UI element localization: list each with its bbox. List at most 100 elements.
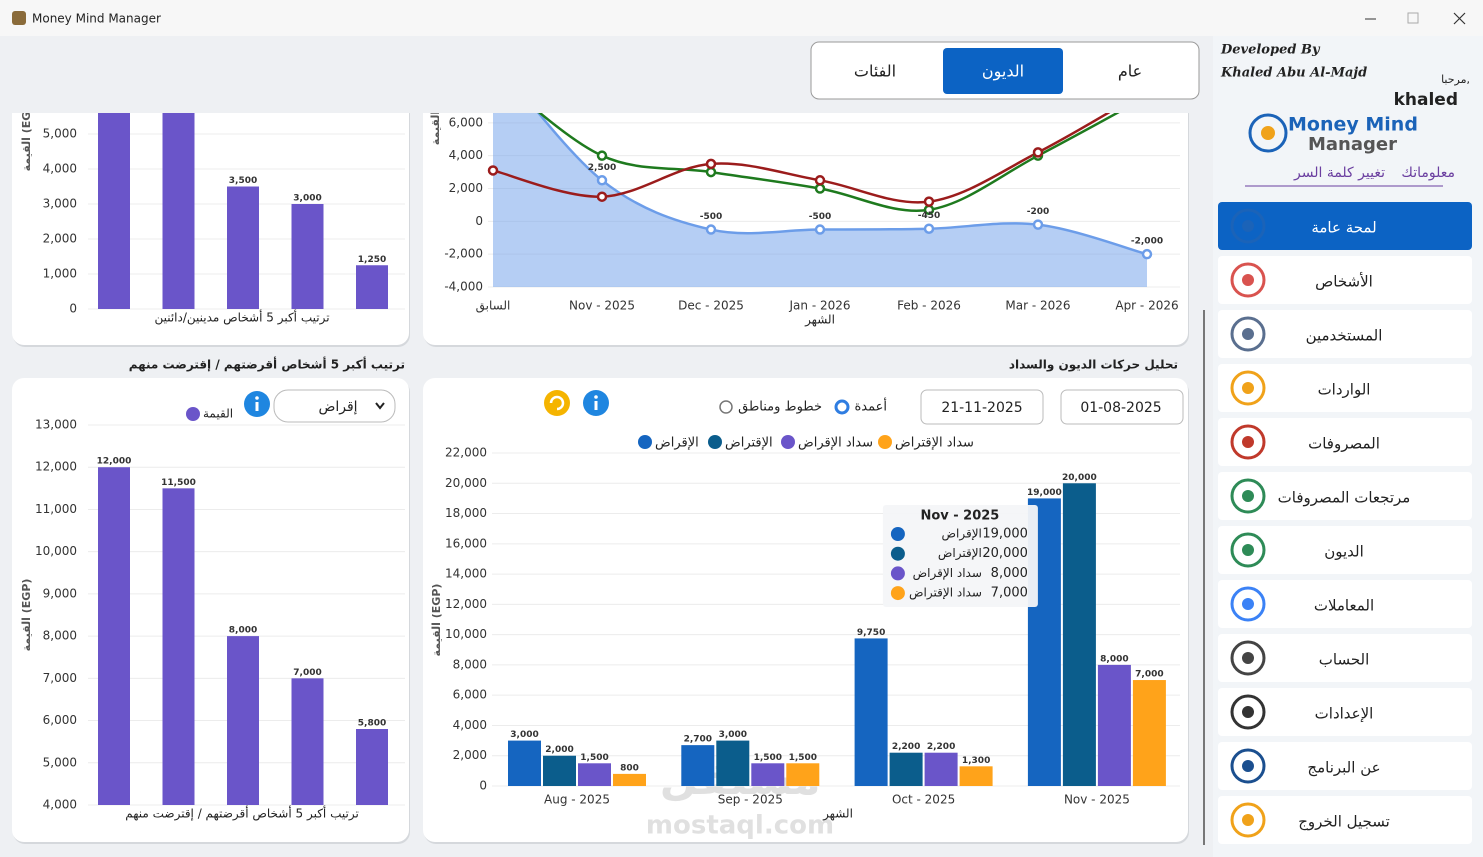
menu-item[interactable] [1218,310,1472,358]
menu-label[interactable]: المصروفات [1308,435,1380,453]
bar [508,740,541,786]
menu-item[interactable] [1218,418,1472,466]
tab[interactable]: الفئات [854,62,896,81]
menu-icon [1242,382,1254,394]
point [705,224,717,235]
dropdown[interactable] [273,389,396,423]
menu-label[interactable]: الواردات [1318,381,1371,399]
menu-label[interactable]: المعاملات [1314,597,1374,615]
date-picker[interactable] [1060,389,1184,425]
y-tick-label: 20,000 [445,476,487,490]
data-label: -200 [1027,207,1050,217]
menu-item[interactable] [1218,526,1472,574]
menu-item[interactable] [1218,580,1472,628]
window-title: Money Mind Manager [32,12,161,26]
data-label: 3,000 [719,730,747,740]
tooltip-value: 19,000 [982,527,1028,542]
menu-label[interactable]: الأشخاص [1315,272,1373,291]
x-tick-label: السابق [476,299,511,314]
legend-label: سداد الإقراض [798,436,873,451]
radio-label[interactable]: أعمدة [854,398,887,415]
app-icon [12,11,26,25]
menu-item[interactable] [1218,688,1472,736]
maximize[interactable] [1407,12,1419,24]
bar [613,773,646,786]
menu-label[interactable]: تسجيل الخروج [1298,813,1390,832]
y-tick-label: 5,000 [43,127,77,141]
radio[interactable] [719,400,733,414]
menu-icon [1230,640,1266,676]
data-label: 1,300 [962,756,990,766]
dropdown-value[interactable]: إقراض [318,399,357,415]
radio[interactable] [834,399,850,415]
dropdown-arrow [375,402,385,410]
menu-icon [1242,814,1254,826]
bar [924,752,958,786]
menu-item[interactable] [1218,796,1472,844]
tab[interactable]: عام [1118,62,1142,81]
bar [162,488,195,805]
menu-label[interactable]: مرتجعات المصروفات [1278,489,1411,507]
close[interactable] [1453,12,1466,25]
x-tick-label: Oct - 2025 [892,793,955,807]
bar [751,763,785,786]
x-tick-label: Sep - 2025 [718,793,783,807]
date-value[interactable]: 01-08-2025 [1080,400,1161,416]
menu-item[interactable] [1218,364,1472,412]
menu-item[interactable] [1218,256,1472,304]
refresh-button[interactable] [544,390,570,416]
y-tick-label: 10,000 [35,544,77,558]
legend-label: الإقتراض [725,436,773,451]
plot-area [98,467,388,805]
bar [356,729,388,805]
tab[interactable]: الديون [982,62,1024,82]
x-axis-label: ترتيب أكبر 5 أشخاص مدينين/دائنين [154,310,329,326]
logo-text: Money Mind [1288,114,1418,136]
menu-icon [1230,694,1266,730]
menu-label[interactable]: الحساب [1319,651,1370,669]
bar [98,113,130,309]
legend-label: سداد الإقتراض [895,436,974,451]
bar [959,766,993,786]
point [596,150,608,161]
menu-icon [1230,586,1266,622]
chart: 4,000 5,000 6,000 7,000 8,000 9,000 10,000 11,0… [20,407,405,822]
legend-label: القيمة [203,407,233,421]
date-value[interactable]: 21-11-2025 [941,400,1022,416]
menu-item[interactable] [1218,472,1472,520]
menu-item[interactable] [1218,634,1472,682]
menu-label[interactable]: عن البرنامج [1307,759,1380,777]
y-tick-label: 2,000 [43,232,77,246]
bar [543,755,576,786]
bar [854,638,888,786]
menu-item[interactable] [1218,202,1472,250]
password-link[interactable]: تغيير كلمة السر [1293,165,1385,181]
developer: Khaled Abu Al-Majd [1220,66,1367,81]
bar [291,678,324,805]
profile-link[interactable]: معلوماتك [1401,165,1455,181]
data-label: 1,250 [358,255,386,265]
menu-label[interactable]: الديون [1324,543,1364,561]
menu-item[interactable] [1218,742,1472,790]
info-dot [255,396,259,400]
date-picker[interactable] [920,389,1044,425]
y-tick-label: 8,000 [43,629,77,643]
bar [716,740,750,786]
radio-label[interactable]: خطوط ومناطق [738,400,822,415]
menu-icon [1230,478,1266,514]
data-label: 11,500 [161,478,196,488]
logo-coin [1261,126,1275,140]
x-tick-label: Aug - 2025 [544,793,610,807]
watermark: mostaql.com [646,811,834,841]
menu-label[interactable]: الإعدادات [1315,705,1374,723]
y-tick-label: 2,000 [449,181,483,195]
data-label: 3,500 [229,176,257,186]
data-label: -450 [918,211,941,221]
menu-icon [1230,208,1266,244]
data-label: 2,700 [684,735,712,745]
menu-icon [1242,328,1254,340]
menu-label[interactable]: المستخدمين [1306,327,1383,345]
data-label: 12,000 [97,457,132,467]
menu-label[interactable]: لمحة عامة [1311,219,1376,237]
y-tick-label: 16,000 [445,536,487,550]
